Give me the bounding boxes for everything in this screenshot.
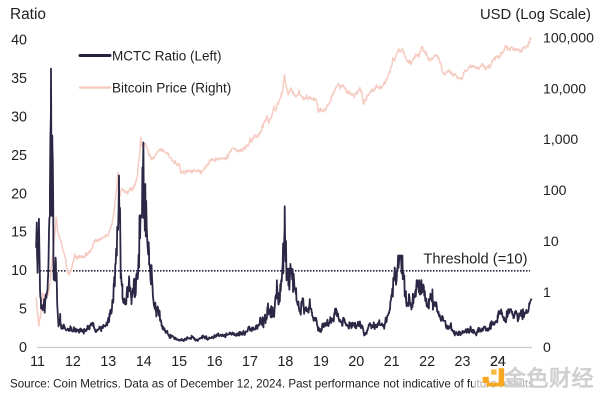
svg-text:1: 1 bbox=[543, 284, 551, 300]
svg-text:100: 100 bbox=[543, 182, 567, 198]
svg-text:35: 35 bbox=[11, 71, 27, 87]
svg-text:21: 21 bbox=[384, 354, 400, 370]
svg-text:11: 11 bbox=[30, 354, 45, 370]
svg-text:10: 10 bbox=[11, 263, 27, 279]
svg-text:23: 23 bbox=[455, 354, 471, 370]
svg-text:Threshold (=10): Threshold (=10) bbox=[423, 252, 527, 268]
svg-text:0: 0 bbox=[19, 340, 27, 356]
svg-text:金色财经: 金色财经 bbox=[503, 366, 594, 391]
svg-text:USD (Log Scale): USD (Log Scale) bbox=[480, 7, 591, 23]
svg-text:Ratio: Ratio bbox=[10, 6, 46, 23]
svg-text:22: 22 bbox=[419, 354, 435, 370]
svg-text:24: 24 bbox=[490, 354, 506, 370]
svg-text:100,000: 100,000 bbox=[543, 30, 594, 46]
svg-text:1,000: 1,000 bbox=[543, 131, 578, 147]
svg-text:19: 19 bbox=[313, 354, 329, 370]
svg-text:10: 10 bbox=[543, 233, 559, 249]
svg-text:Source: Coin Metrics. Data as: Source: Coin Metrics. Data as of Decembe… bbox=[10, 378, 537, 391]
svg-text:10,000: 10,000 bbox=[543, 80, 586, 96]
svg-text:15: 15 bbox=[171, 354, 187, 370]
svg-text:16: 16 bbox=[207, 354, 223, 370]
svg-text:20: 20 bbox=[11, 186, 27, 202]
svg-text:12: 12 bbox=[65, 354, 81, 370]
svg-text:15: 15 bbox=[11, 225, 27, 241]
svg-text:0: 0 bbox=[543, 339, 551, 355]
svg-text:MCTC Ratio (Left): MCTC Ratio (Left) bbox=[112, 49, 222, 64]
svg-text:13: 13 bbox=[100, 354, 116, 370]
svg-text:5: 5 bbox=[19, 302, 27, 318]
svg-text:20: 20 bbox=[348, 354, 364, 370]
svg-text:Bitcoin Price (Right): Bitcoin Price (Right) bbox=[112, 81, 231, 96]
svg-text:30: 30 bbox=[11, 109, 27, 125]
svg-text:25: 25 bbox=[11, 148, 27, 164]
svg-text:24: 24 bbox=[490, 354, 506, 370]
svg-text:17: 17 bbox=[242, 354, 258, 370]
svg-text:40: 40 bbox=[11, 33, 27, 49]
svg-text:14: 14 bbox=[136, 354, 152, 370]
svg-text:18: 18 bbox=[277, 354, 293, 370]
